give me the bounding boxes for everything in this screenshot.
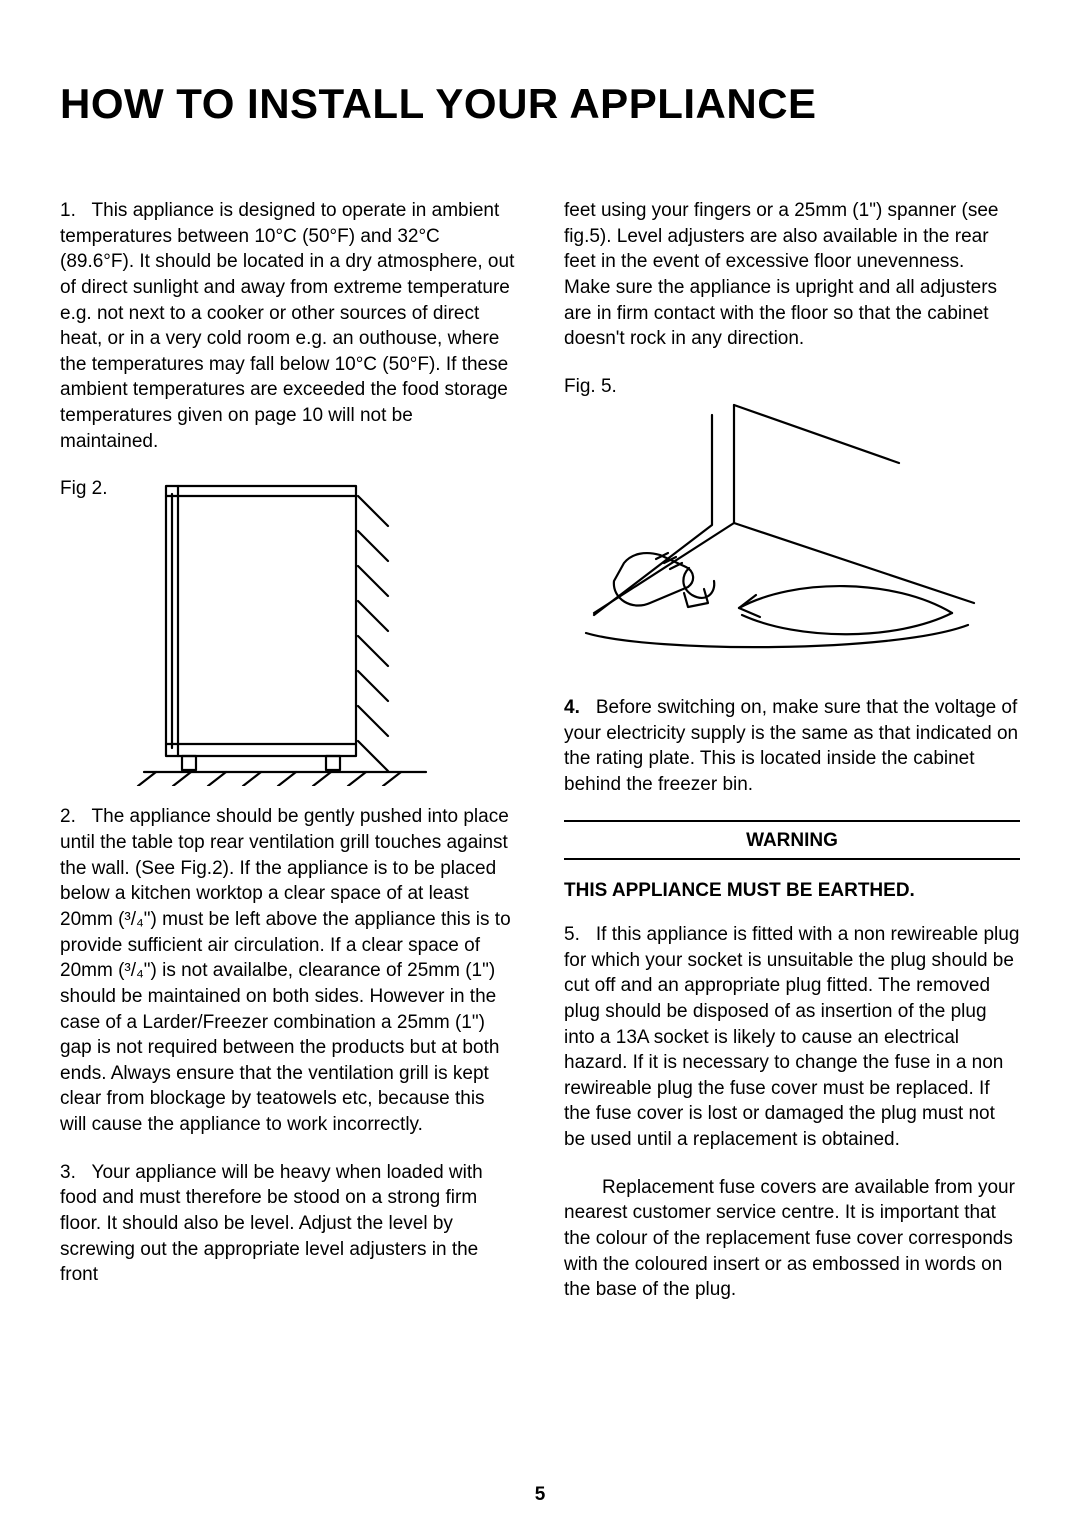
figure-5-label: Fig. 5. — [564, 374, 617, 400]
figure-5-svg — [564, 403, 984, 673]
step-number-1: 1. — [60, 198, 87, 224]
step-number-2: 2. — [60, 804, 87, 830]
step-text-4: Before switching on, make sure that the … — [564, 697, 1018, 795]
warning-subheading: THIS APPLIANCE MUST BE EARTHED. — [564, 878, 1020, 904]
paragraph-4: 4. Before switching on, make sure that t… — [564, 695, 1020, 798]
paragraph-3-continued: feet using your fingers or a 25mm (1") s… — [564, 198, 1020, 352]
step-number-3: 3. — [60, 1160, 87, 1186]
step-text-3: Your appliance will be heavy when loaded… — [60, 1162, 483, 1286]
figure-2-svg — [126, 476, 446, 786]
paragraph-3: 3. Your appliance will be heavy when loa… — [60, 1160, 516, 1288]
step-text-1: This appliance is designed to operate in… — [60, 200, 514, 452]
figure-2: Fig 2. — [60, 476, 516, 786]
right-column: feet using your fingers or a 25mm (1") s… — [564, 198, 1020, 1325]
page-title: HOW TO INSTALL YOUR APPLIANCE — [60, 80, 1020, 128]
paragraph-2: 2. The appliance should be gently pushed… — [60, 804, 516, 1137]
step-text-5: If this appliance is fitted with a non r… — [564, 924, 1019, 1150]
left-column: 1. This appliance is designed to operate… — [60, 198, 516, 1325]
paragraph-5b: Replacement fuse covers are available fr… — [564, 1175, 1020, 1303]
step-number-5: 5. — [564, 922, 591, 948]
figure-2-label: Fig 2. — [60, 476, 108, 502]
step-number-4: 4. — [564, 695, 591, 721]
page-number: 5 — [0, 1484, 1080, 1506]
content-columns: 1. This appliance is designed to operate… — [60, 198, 1020, 1325]
figure-5: Fig. 5. — [564, 374, 1020, 695]
warning-heading: WARNING — [564, 820, 1020, 861]
paragraph-1: 1. This appliance is designed to operate… — [60, 198, 516, 454]
paragraph-5: 5. If this appliance is fitted with a no… — [564, 922, 1020, 1153]
page: HOW TO INSTALL YOUR APPLIANCE 1. This ap… — [0, 0, 1080, 1534]
warning-block: WARNING THIS APPLIANCE MUST BE EARTHED. — [564, 820, 1020, 904]
step-text-2: The appliance should be gently pushed in… — [60, 806, 511, 1135]
